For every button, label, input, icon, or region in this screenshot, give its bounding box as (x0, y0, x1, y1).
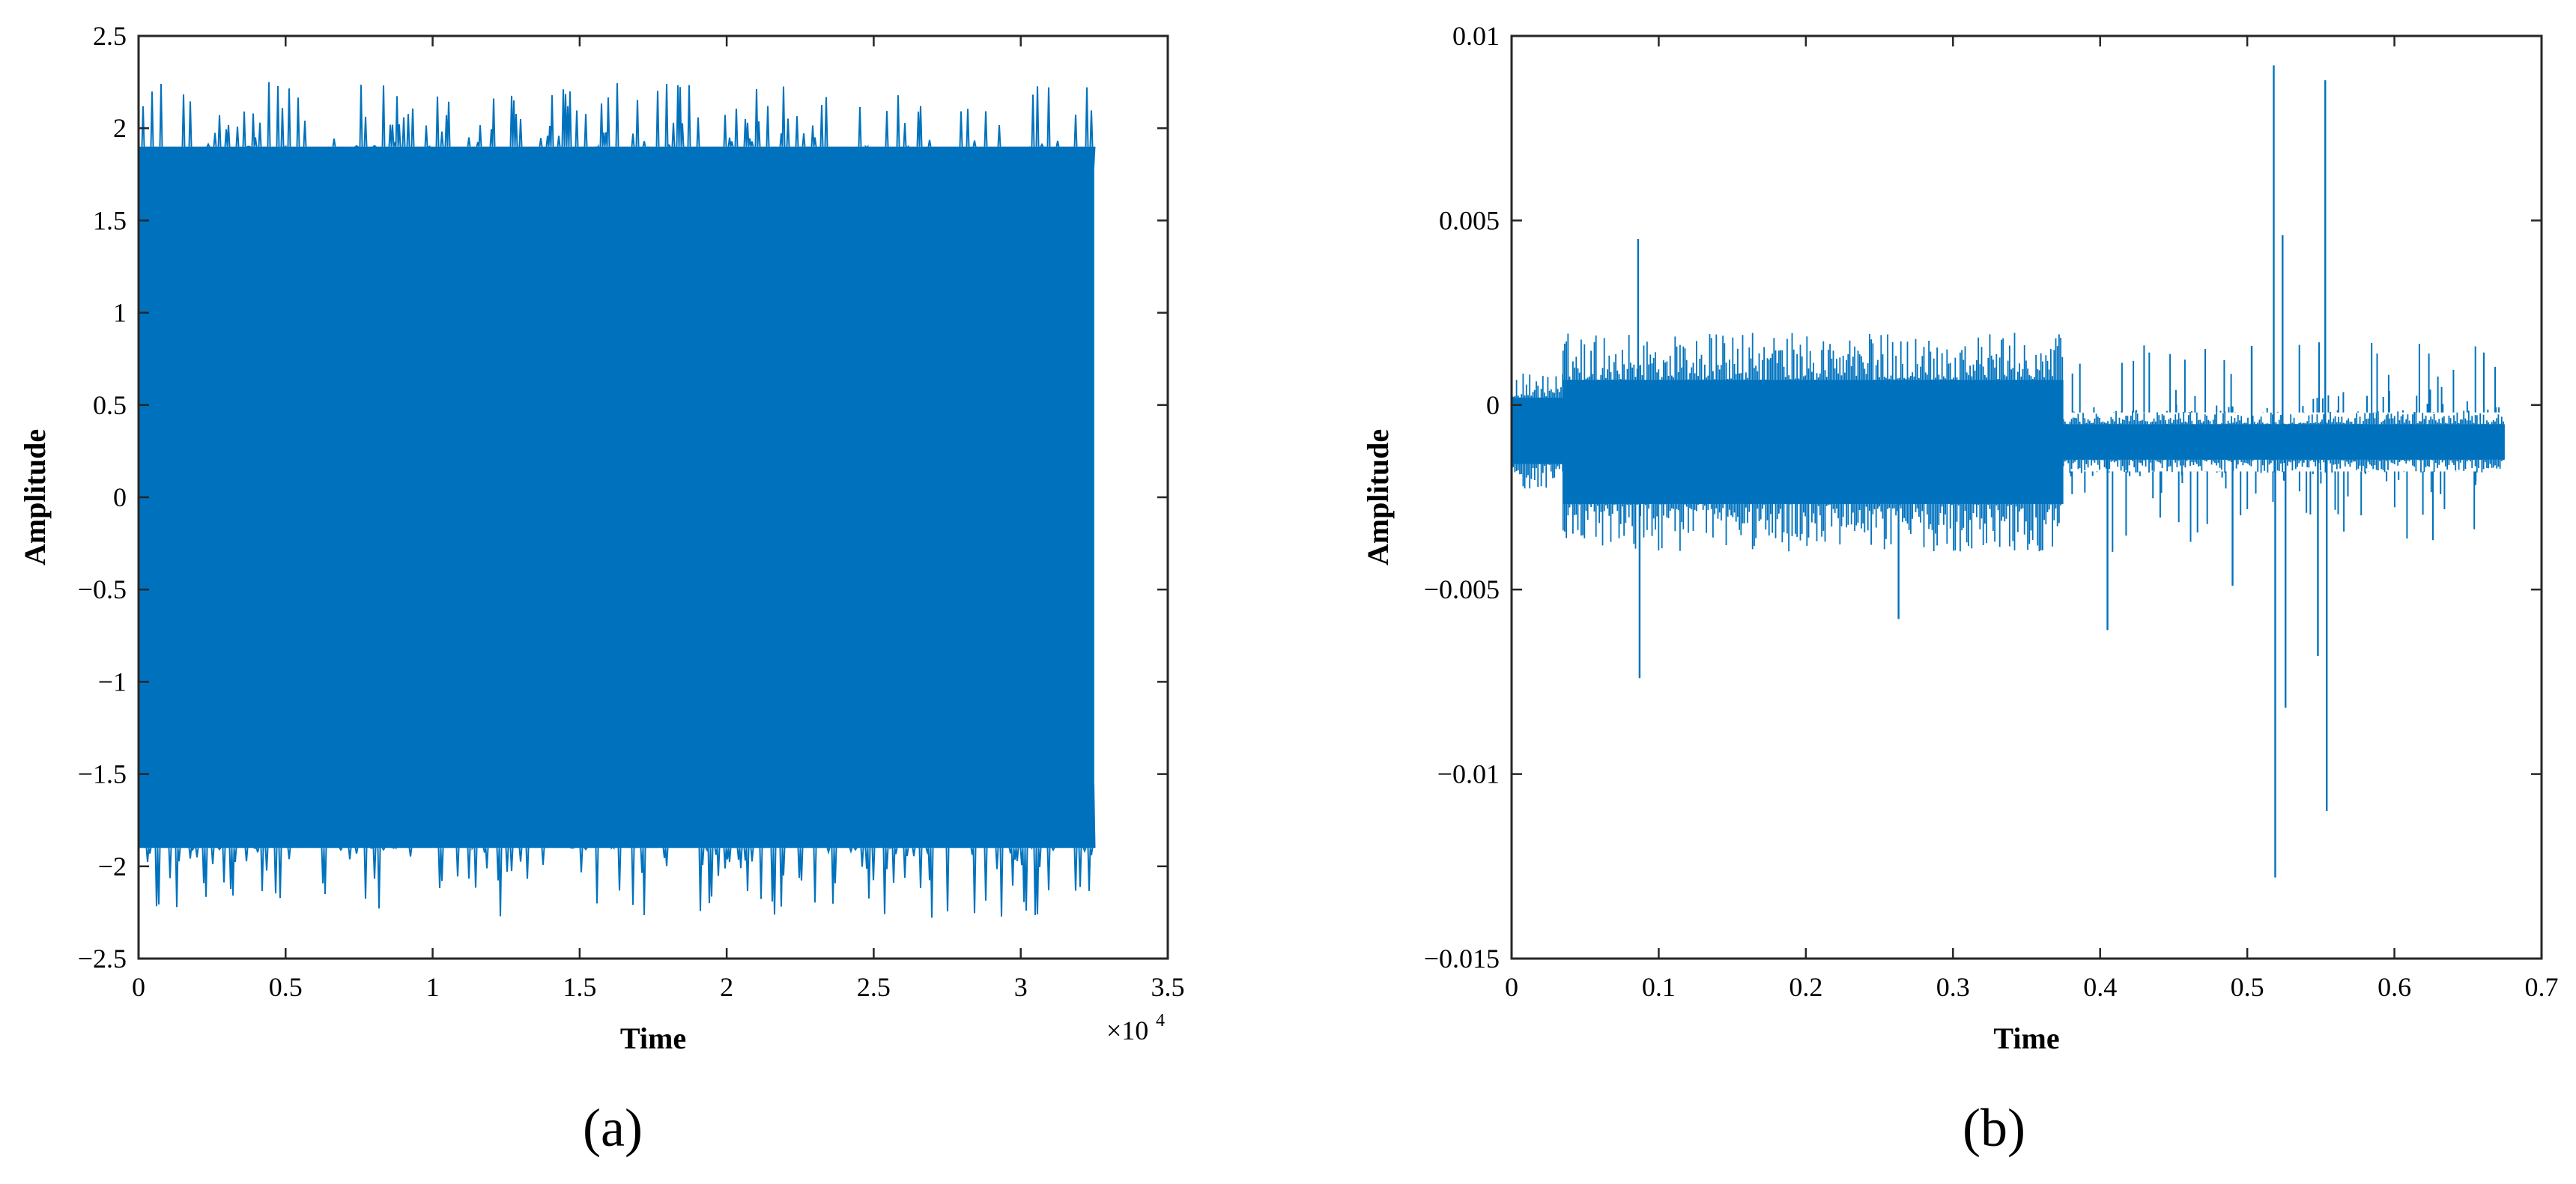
y-tick-label: 2 (113, 113, 127, 143)
y-tick-label: 0 (113, 482, 127, 512)
y-axis-title: Amplitude (1361, 429, 1395, 565)
y-tick-label: −2 (98, 851, 127, 881)
x-tick-label: 1.5 (563, 972, 596, 1002)
y-tick-label: −0.5 (78, 574, 127, 604)
panel-label-a: (a) (583, 1098, 643, 1158)
signal-series (1511, 65, 2505, 878)
x-exponent: 4 (1156, 1011, 1165, 1030)
x-tick-label: 0.5 (2231, 972, 2264, 1002)
axes-box (1510, 34, 2543, 960)
panel-b: 0 0.1 0.2 0.3 0.4 0.5 0.6 0.7 −0.015 −0.01 −0.005 0… (1361, 21, 2559, 1055)
x-tick-label: 3.5 (1151, 972, 1185, 1002)
x-tick-label: 0 (132, 972, 145, 1002)
x-tick-label: 0.5 (269, 972, 303, 1002)
x-exponent-label: ×10 (1106, 1015, 1148, 1045)
x-tick-label: 0 (1505, 972, 1518, 1002)
x-tick-label: 0.6 (2378, 972, 2411, 1002)
x-axis-title: Time (620, 1021, 686, 1055)
y-tick-label: 0 (1486, 390, 1500, 420)
y-tick-label: 0.005 (1439, 205, 1500, 235)
y-tick-label: 1 (113, 298, 127, 328)
y-tick-label: −0.015 (1424, 944, 1500, 974)
signal-segment-noise-2 (2062, 410, 2504, 473)
x-tick-label: 2 (720, 972, 733, 1002)
signal-series (138, 82, 1096, 918)
x-tick-label: 0.1 (1642, 972, 1676, 1002)
y-tick-label: −1 (98, 667, 127, 696)
y-tick-label: 2.5 (93, 21, 127, 51)
y-tick-label: 0.5 (93, 390, 127, 420)
y-tick-label: −0.01 (1437, 759, 1500, 789)
y-axis-title: Amplitude (18, 429, 52, 565)
x-tick-label: 0.3 (1936, 972, 1970, 1002)
signal-peaks-upper (138, 82, 1096, 212)
x-tick-label: 0.7 (2525, 972, 2559, 1002)
y-tick-label: −2.5 (78, 944, 127, 974)
signal-envelope (139, 146, 1094, 848)
x-tick-label: 0.2 (1789, 972, 1822, 1002)
x-tick-label: 2.5 (857, 972, 891, 1002)
x-axis-title: Time (1993, 1021, 2059, 1055)
y-tick-label: 1.5 (93, 205, 127, 235)
signal-peaks-lower (138, 783, 1096, 918)
y-tick-label: −1.5 (78, 759, 127, 789)
signal-segment-noise-1 (1562, 333, 2064, 552)
y-tick-label: −0.005 (1424, 574, 1500, 604)
x-tick-label: 1 (426, 972, 440, 1002)
x-tick-label: 0.4 (2083, 972, 2117, 1002)
y-tick-label: 0.01 (1452, 21, 1500, 51)
panel-a: 0 0.5 1 1.5 2 2.5 3 3.5 −2.5 −2 −1.5 −1 −0.5 0 0.5 1 1.5… (18, 21, 1185, 1055)
panel-label-b: (b) (1963, 1098, 2025, 1158)
signal-tail-spikes (2070, 342, 2500, 552)
x-tick-label: 3 (1014, 972, 1028, 1002)
